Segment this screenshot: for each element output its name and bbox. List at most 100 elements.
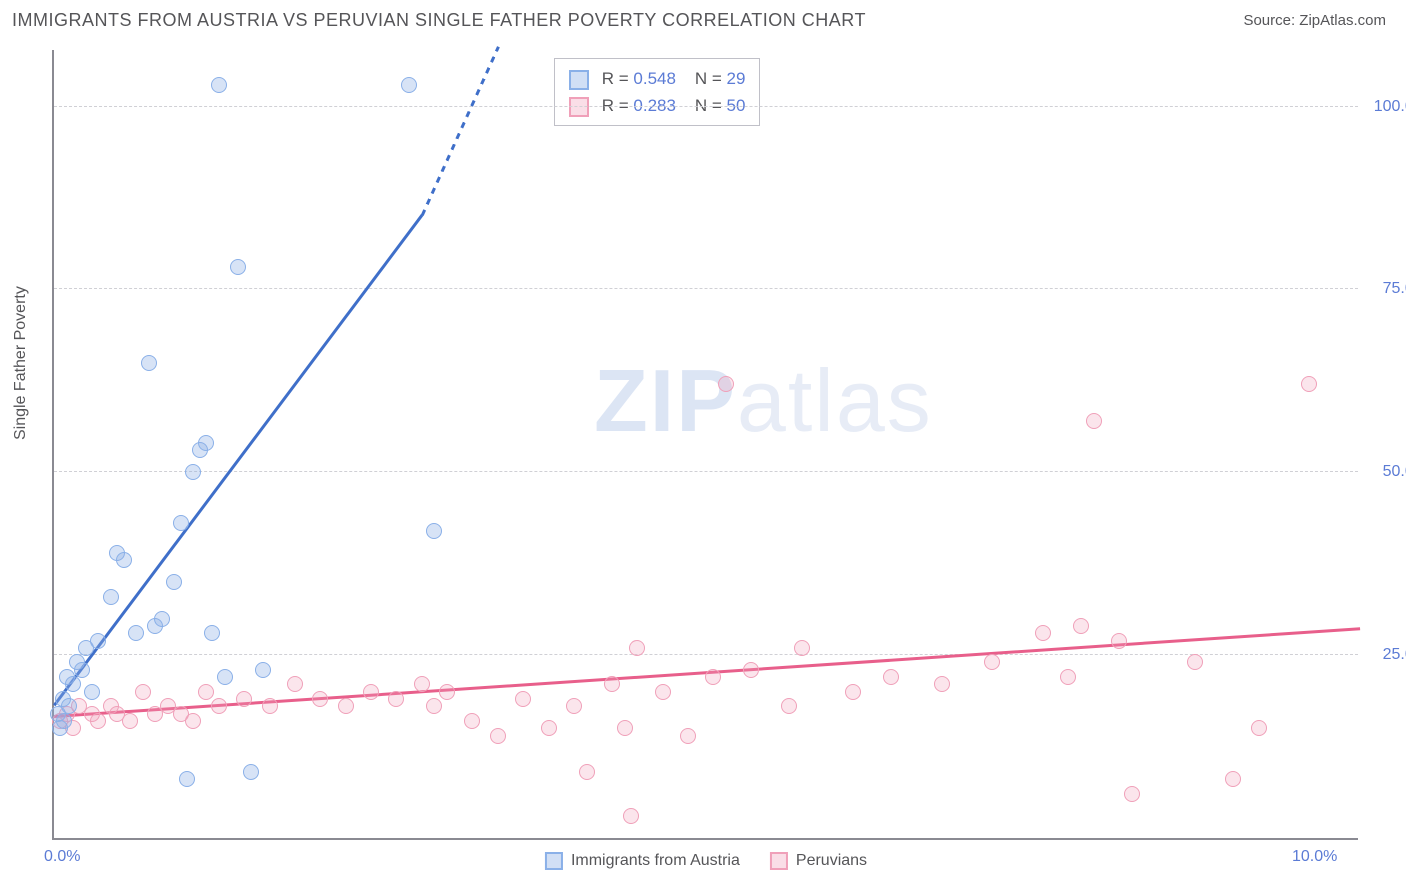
gridline	[54, 106, 1358, 107]
data-point	[426, 523, 442, 539]
gridline	[54, 471, 1358, 472]
data-point	[338, 698, 354, 714]
data-point	[103, 589, 119, 605]
data-point	[1301, 376, 1317, 392]
chart-source: Source: ZipAtlas.com	[1243, 12, 1386, 29]
data-point	[705, 669, 721, 685]
x-tick-label: 10.0%	[1292, 848, 1337, 866]
data-point	[211, 77, 227, 93]
data-point	[1086, 413, 1102, 429]
data-point	[566, 698, 582, 714]
data-point	[287, 676, 303, 692]
plot-area: ZIPatlas R = 0.548 N = 29 R = 0.283 N = …	[52, 50, 1358, 840]
data-point	[1035, 625, 1051, 641]
legend-label: Peruvians	[796, 852, 867, 869]
correlation-legend: R = 0.548 N = 29 R = 0.283 N = 50	[554, 58, 760, 126]
y-tick-label: 75.0%	[1368, 280, 1406, 298]
data-point	[141, 355, 157, 371]
data-point	[236, 691, 252, 707]
data-point	[414, 676, 430, 692]
data-point	[934, 676, 950, 692]
data-point	[1111, 633, 1127, 649]
data-point	[116, 552, 132, 568]
data-point	[90, 713, 106, 729]
data-point	[388, 691, 404, 707]
data-point	[198, 684, 214, 700]
legend-swatch-blue	[569, 70, 589, 90]
data-point	[845, 684, 861, 700]
data-point	[883, 669, 899, 685]
data-point	[166, 574, 182, 590]
gridline	[54, 654, 1358, 655]
data-point	[185, 464, 201, 480]
data-point	[718, 376, 734, 392]
data-point	[439, 684, 455, 700]
legend-row-blue: R = 0.548 N = 29	[569, 65, 745, 92]
data-point	[1060, 669, 1076, 685]
data-point	[464, 713, 480, 729]
watermark-zip: ZIP	[594, 351, 737, 450]
data-point	[984, 654, 1000, 670]
chart-title: IMMIGRANTS FROM AUSTRIA VS PERUVIAN SING…	[12, 10, 866, 31]
legend-swatch-pink	[770, 852, 788, 870]
data-point	[743, 662, 759, 678]
data-point	[490, 728, 506, 744]
data-point	[61, 698, 77, 714]
data-point	[680, 728, 696, 744]
data-point	[255, 662, 271, 678]
data-point	[794, 640, 810, 656]
data-point	[65, 676, 81, 692]
data-point	[1251, 720, 1267, 736]
y-tick-label: 50.0%	[1368, 463, 1406, 481]
legend-r-value: 0.548	[633, 69, 676, 88]
data-point	[84, 684, 100, 700]
data-point	[579, 764, 595, 780]
data-point	[426, 698, 442, 714]
legend-n-value: 29	[727, 69, 746, 88]
data-point	[1124, 786, 1140, 802]
chart-header: IMMIGRANTS FROM AUSTRIA VS PERUVIAN SING…	[0, 0, 1406, 40]
data-point	[179, 771, 195, 787]
data-point	[617, 720, 633, 736]
data-point	[173, 515, 189, 531]
data-point	[1073, 618, 1089, 634]
data-point	[217, 669, 233, 685]
data-point	[128, 625, 144, 641]
data-point	[211, 698, 227, 714]
data-point	[230, 259, 246, 275]
data-point	[515, 691, 531, 707]
watermark: ZIPatlas	[594, 350, 933, 452]
data-point	[1225, 771, 1241, 787]
data-point	[604, 676, 620, 692]
legend-item-blue: Immigrants from Austria	[545, 852, 740, 870]
data-point	[204, 625, 220, 641]
data-point	[243, 764, 259, 780]
data-point	[262, 698, 278, 714]
data-point	[541, 720, 557, 736]
legend-swatch-blue	[545, 852, 563, 870]
data-point	[135, 684, 151, 700]
series-legend: Immigrants from Austria Peruvians	[545, 852, 867, 870]
data-point	[623, 808, 639, 824]
trendline	[421, 46, 499, 215]
data-point	[154, 611, 170, 627]
data-point	[122, 713, 138, 729]
data-point	[185, 713, 201, 729]
data-point	[1187, 654, 1203, 670]
data-point	[198, 435, 214, 451]
y-axis-label: Single Father Poverty	[12, 286, 30, 440]
watermark-atlas: atlas	[737, 351, 933, 450]
legend-item-pink: Peruvians	[770, 852, 867, 870]
data-point	[90, 633, 106, 649]
data-point	[312, 691, 328, 707]
data-point	[74, 662, 90, 678]
legend-swatch-pink	[569, 97, 589, 117]
data-point	[401, 77, 417, 93]
legend-label: Immigrants from Austria	[571, 852, 740, 869]
data-point	[781, 698, 797, 714]
gridline	[54, 288, 1358, 289]
legend-r-label: R =	[602, 69, 629, 88]
data-point	[56, 713, 72, 729]
data-point	[655, 684, 671, 700]
y-tick-label: 25.0%	[1368, 646, 1406, 664]
